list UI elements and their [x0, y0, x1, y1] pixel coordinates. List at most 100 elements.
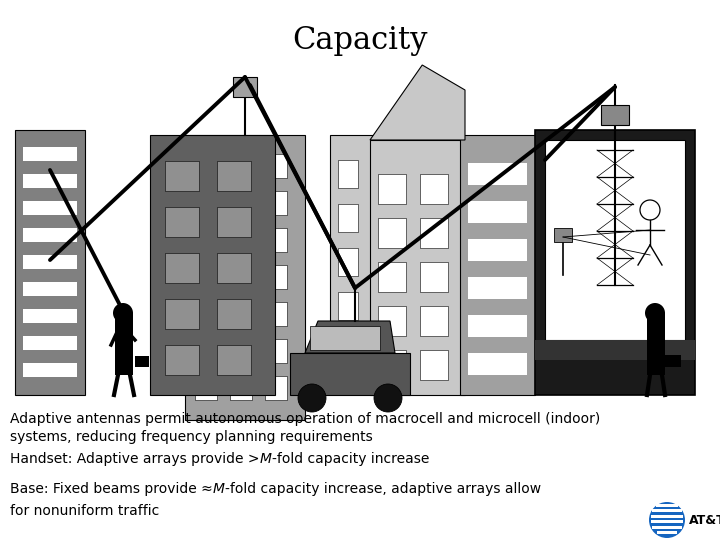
Bar — [420, 262, 448, 292]
Bar — [535, 130, 695, 395]
Circle shape — [645, 303, 665, 323]
Bar — [217, 299, 251, 329]
Polygon shape — [305, 321, 395, 353]
Text: for nonuniform traffic: for nonuniform traffic — [10, 504, 159, 518]
Bar — [230, 191, 252, 215]
Bar — [265, 376, 287, 400]
Bar — [23, 309, 77, 323]
Bar — [338, 292, 358, 320]
Bar — [420, 218, 448, 248]
Bar — [370, 292, 390, 320]
Bar — [290, 353, 410, 395]
Bar — [165, 299, 199, 329]
Circle shape — [298, 384, 326, 412]
Bar — [554, 228, 572, 242]
Bar — [23, 363, 77, 377]
Circle shape — [640, 200, 660, 220]
Text: Handset: Adaptive arrays provide >: Handset: Adaptive arrays provide > — [10, 452, 259, 466]
Text: M: M — [259, 452, 271, 466]
Bar — [265, 302, 287, 326]
Circle shape — [649, 502, 685, 538]
Bar — [23, 336, 77, 350]
Circle shape — [113, 303, 133, 323]
Bar — [195, 376, 217, 400]
Text: M: M — [212, 482, 225, 496]
Bar — [665, 355, 681, 367]
Bar — [338, 160, 358, 188]
Bar — [23, 174, 77, 188]
Bar — [330, 135, 405, 340]
Bar — [370, 140, 465, 395]
Bar — [23, 282, 77, 296]
Bar — [370, 204, 390, 232]
Bar — [378, 174, 406, 204]
Bar — [195, 265, 217, 289]
Bar — [657, 531, 678, 534]
Text: -fold capacity increase: -fold capacity increase — [271, 452, 429, 466]
Text: -fold capacity increase, adaptive arrays allow: -fold capacity increase, adaptive arrays… — [225, 482, 541, 496]
Bar — [468, 315, 527, 337]
Bar — [165, 161, 199, 191]
Bar — [652, 526, 682, 529]
Bar — [420, 174, 448, 204]
Bar — [195, 339, 217, 363]
Bar — [230, 265, 252, 289]
Bar — [468, 201, 527, 223]
Text: Capacity: Capacity — [292, 25, 428, 56]
Text: Base: Fixed beams provide ≈: Base: Fixed beams provide ≈ — [10, 482, 212, 496]
Bar — [195, 302, 217, 326]
Bar — [468, 277, 527, 299]
Bar — [23, 228, 77, 242]
Bar — [265, 339, 287, 363]
Bar — [656, 504, 678, 507]
Bar — [15, 130, 85, 395]
Bar — [150, 135, 275, 395]
Bar — [23, 201, 77, 215]
Bar — [310, 326, 380, 350]
Bar — [601, 105, 629, 125]
Bar — [420, 306, 448, 336]
Bar — [230, 302, 252, 326]
Bar — [651, 520, 683, 523]
Bar — [217, 253, 251, 283]
Bar — [165, 345, 199, 375]
Bar — [468, 353, 527, 375]
Bar — [265, 191, 287, 215]
Bar — [420, 350, 448, 380]
Bar — [217, 345, 251, 375]
Bar — [460, 135, 535, 395]
Bar — [115, 313, 133, 375]
Bar — [545, 140, 685, 340]
Bar — [23, 147, 77, 161]
Bar — [265, 228, 287, 252]
Bar — [185, 135, 305, 420]
Bar — [338, 204, 358, 232]
Bar — [230, 154, 252, 178]
Bar — [468, 163, 527, 185]
Bar — [338, 248, 358, 276]
Bar — [265, 265, 287, 289]
Bar — [370, 160, 390, 188]
Bar — [195, 154, 217, 178]
Polygon shape — [370, 65, 465, 140]
Bar — [23, 255, 77, 269]
Bar — [230, 376, 252, 400]
Circle shape — [374, 384, 402, 412]
Bar — [135, 356, 149, 367]
Bar — [651, 515, 683, 517]
Bar — [217, 161, 251, 191]
Bar — [535, 340, 695, 360]
Bar — [165, 207, 199, 237]
Bar — [647, 313, 665, 375]
Bar — [195, 191, 217, 215]
Bar — [230, 228, 252, 252]
Text: Adaptive antennas permit autonomous operation of macrocell and microcell (indoor: Adaptive antennas permit autonomous oper… — [10, 412, 600, 444]
Bar — [378, 262, 406, 292]
Bar — [378, 350, 406, 380]
Bar — [370, 248, 390, 276]
Bar — [265, 154, 287, 178]
Bar — [217, 207, 251, 237]
Bar — [233, 77, 257, 97]
Bar — [652, 509, 682, 512]
Text: AT&T: AT&T — [689, 514, 720, 526]
